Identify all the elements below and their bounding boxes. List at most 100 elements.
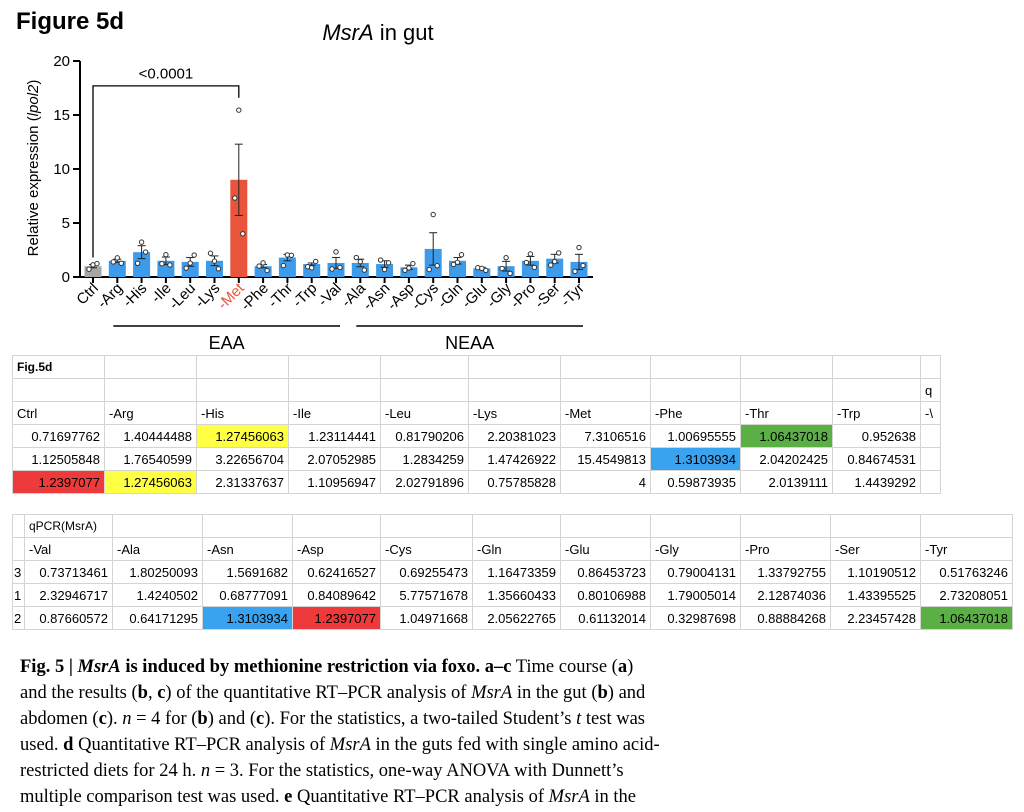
column-header: -Glu [560, 537, 651, 561]
column-header: -Gln [472, 537, 561, 561]
significance-bracket [92, 85, 240, 258]
empty-cell [292, 514, 381, 538]
bar [473, 268, 491, 277]
column-header: -Cys [380, 537, 473, 561]
data-point [434, 262, 440, 269]
empty-cell [560, 378, 651, 402]
value-cell: 1.3103934 [650, 447, 741, 471]
data-point [207, 250, 214, 256]
bar [133, 252, 151, 277]
value-cell: 2.20381023 [468, 424, 561, 448]
value-cell: 0.87660572 [24, 606, 113, 630]
value-cell: 1.5691682 [202, 560, 293, 584]
value-cell: 2.02791896 [380, 470, 469, 494]
data-point [86, 266, 92, 272]
column-header: -\ [920, 401, 941, 425]
data-point [458, 252, 465, 258]
value-cell: 1.43395525 [830, 583, 921, 607]
empty-cell [202, 514, 293, 538]
data-point [381, 266, 388, 273]
data-point [507, 270, 513, 277]
value-cell: 0.952638 [832, 424, 921, 448]
empty-cell [560, 355, 651, 379]
column-header: -Ser [830, 537, 921, 561]
data-point [260, 260, 266, 266]
data-point [232, 195, 238, 201]
value-cell: 1.4240502 [112, 583, 203, 607]
bar [206, 260, 223, 277]
row-stub: 2 [12, 606, 25, 630]
data-point [187, 260, 193, 266]
y-tick-label: 5 [62, 215, 70, 232]
column-header: -Trp [832, 401, 921, 425]
value-cell: 1.06437018 [920, 606, 1013, 630]
value-cell: 0.79004131 [650, 560, 741, 584]
row-stub: 3 [12, 560, 25, 584]
value-cell: 0.62416527 [292, 560, 381, 584]
value-cell: 2.23457428 [830, 606, 921, 630]
data-point [138, 239, 145, 245]
data-point [503, 254, 509, 261]
data-point [552, 258, 558, 265]
data-point [264, 267, 270, 274]
value-cell: 1.80250093 [112, 560, 203, 584]
value-cell: 2.0139111 [740, 470, 833, 494]
empty-cell [650, 514, 741, 538]
value-cell: 0.32987698 [650, 606, 741, 630]
column-header: -Leu [380, 401, 469, 425]
value-cell: 2.32946717 [24, 583, 113, 607]
data-point [333, 249, 339, 255]
chart-title: MsrA in gut [322, 20, 433, 45]
value-cell: 1.79005014 [650, 583, 741, 607]
value-cell: 2.07052985 [288, 447, 381, 471]
data-point [215, 266, 222, 272]
x-tick-label: -Trp [289, 280, 320, 311]
value-cell: 0.81790206 [380, 424, 469, 448]
empty-cell [12, 514, 25, 538]
empty-cell [288, 355, 381, 379]
sheet2-table: qPCR(MsrA) -Val -Ala -Asn -Asp -Cys -Gln -Glu -G… [12, 514, 1013, 630]
empty-cell [920, 514, 1013, 538]
data-point [94, 260, 100, 267]
empty-cell [650, 378, 741, 402]
value-cell: 2.73208051 [920, 583, 1013, 607]
column-header: -Pro [740, 537, 831, 561]
column-header: -Gly [650, 537, 741, 561]
value-cell: 1.16473359 [472, 560, 561, 584]
data-point [313, 258, 319, 265]
empty-cell [196, 355, 289, 379]
data-point [410, 260, 416, 267]
value-cell: 1.00695555 [650, 424, 741, 448]
bar [400, 267, 418, 277]
value-cell: 2.31337637 [196, 470, 289, 494]
row-stub: 1 [12, 583, 25, 607]
data-point [450, 261, 457, 268]
x-tick-label: -His [120, 280, 151, 311]
bar [254, 266, 272, 277]
value-cell: 1.47426922 [468, 447, 561, 471]
value-cell: 1.2834259 [380, 447, 469, 471]
empty-cell [468, 355, 561, 379]
data-point [430, 211, 436, 218]
data-point [499, 265, 505, 272]
figure-caption: Fig. 5 | MsrA is induced by methionine r… [20, 654, 1010, 810]
data-point [309, 265, 315, 271]
column-header: -Asp [292, 537, 381, 561]
data-point [167, 262, 173, 268]
y-axis-label: Relative expression (lpol2) [25, 80, 42, 257]
data-point [479, 265, 485, 272]
value-cell: 0.61132014 [560, 606, 651, 630]
data-point [110, 259, 117, 265]
value-cell: 1.06437018 [740, 424, 833, 448]
empty-cell [380, 514, 473, 538]
data-point [527, 251, 534, 257]
data-point [576, 244, 582, 251]
caption-line-2: and the results (b, c) of the quantitati… [20, 683, 646, 703]
data-point [118, 260, 125, 266]
value-cell: 1.76540599 [104, 447, 197, 471]
caption-line-6: multiple comparison test was used. e Qua… [20, 787, 637, 807]
group-label: EAA [209, 333, 245, 353]
value-cell: 1.27456063 [196, 424, 289, 448]
column-header: -Val [24, 537, 113, 561]
empty-cell [380, 355, 469, 379]
